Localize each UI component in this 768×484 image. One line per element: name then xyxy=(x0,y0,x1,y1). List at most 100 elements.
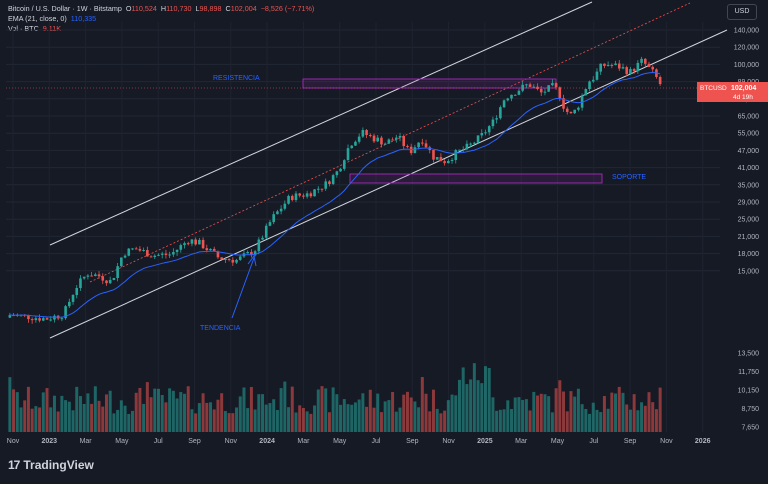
volume-bar xyxy=(495,410,499,432)
candle-body xyxy=(588,81,591,90)
volume-bar xyxy=(469,379,473,432)
volume-bar xyxy=(52,395,56,432)
volume-bar xyxy=(614,393,618,432)
candle-body xyxy=(94,274,97,277)
candle-body xyxy=(513,94,517,96)
legend-ema-row[interactable]: EMA (21, close, 0) 110,335 xyxy=(8,14,314,24)
candle-body xyxy=(272,214,275,223)
candle-body xyxy=(539,88,543,93)
volume-bar xyxy=(268,403,272,432)
y-tick-label: 18,000 xyxy=(738,251,760,258)
candle-body xyxy=(283,203,287,209)
candle-body xyxy=(86,275,90,277)
volume-bar xyxy=(26,386,30,432)
tradingview-logo[interactable]: 17 TradingView xyxy=(8,458,94,472)
candle-body xyxy=(629,69,632,74)
volume-bar xyxy=(409,397,413,432)
x-tick-label: Jul xyxy=(372,438,381,445)
x-tick-label: Sep xyxy=(188,438,201,445)
candle-body xyxy=(461,149,465,151)
candle-body xyxy=(647,63,651,67)
volume-bar xyxy=(487,367,491,432)
volume-bar xyxy=(346,404,350,432)
volume-bar xyxy=(398,407,402,432)
volume-bar xyxy=(235,407,239,432)
candle-body xyxy=(302,195,305,197)
candle-body xyxy=(510,94,513,99)
volume-bar xyxy=(536,395,540,432)
candle-body xyxy=(235,259,238,263)
volume-bar xyxy=(621,392,625,432)
legend-volume-row[interactable]: Vol · BTC 9.11K xyxy=(8,24,314,34)
candle-body xyxy=(287,195,290,204)
candle-body xyxy=(316,188,320,190)
volume-bar xyxy=(550,412,554,432)
volume-bar xyxy=(658,387,662,432)
legend-symbol[interactable]: Bitcoin / U.S. Dollar · 1W · Bitstamp xyxy=(8,4,122,13)
volume-bar xyxy=(190,409,194,432)
volume-bar xyxy=(160,395,164,432)
trend-arrow-head xyxy=(247,254,257,267)
candle-body xyxy=(179,245,183,250)
volume-bar xyxy=(524,399,528,432)
volume-bar xyxy=(472,363,476,432)
volume-bar xyxy=(201,393,205,432)
volume-bar xyxy=(112,413,116,432)
candle-body xyxy=(469,143,472,145)
volume-bar xyxy=(424,393,428,432)
volume-bar xyxy=(457,379,461,432)
volume-bar xyxy=(461,367,465,432)
candle-body xyxy=(573,109,576,114)
candle-body xyxy=(406,146,409,148)
volume-bar xyxy=(30,408,34,432)
trend-label: TENDENCIA xyxy=(200,325,241,332)
volume-bar xyxy=(209,402,213,432)
volume-bar xyxy=(41,392,45,432)
candle-body xyxy=(350,145,354,149)
volume-tick-label: 10,150 xyxy=(738,388,760,395)
candle-body xyxy=(138,248,142,251)
volume-tick-label: 13,500 xyxy=(738,351,760,358)
x-tick-label: Mar xyxy=(80,438,93,445)
volume-bar xyxy=(513,397,517,432)
candle-body xyxy=(517,90,521,95)
candle-body xyxy=(194,239,197,245)
x-tick-label: Nov xyxy=(442,438,455,445)
volume-bar xyxy=(19,407,23,432)
volume-tick-label: 8,750 xyxy=(741,406,759,413)
legend-close: 102,004 xyxy=(230,4,257,13)
candle-body xyxy=(90,275,93,277)
volume-bar xyxy=(238,396,242,432)
candle-body xyxy=(108,279,112,284)
candle-body xyxy=(335,171,339,176)
legend-open: 110,524 xyxy=(131,4,157,13)
currency-button[interactable]: USD xyxy=(727,4,757,20)
volume-bar xyxy=(287,407,291,432)
x-tick-label: Sep xyxy=(624,438,637,445)
candle-body xyxy=(238,256,242,260)
volume-bar xyxy=(562,391,566,432)
legend-close-label: C xyxy=(225,4,231,13)
volume-bar xyxy=(34,406,38,432)
x-tick-label: Sep xyxy=(406,438,419,445)
candle-body xyxy=(97,274,101,277)
volume-bar xyxy=(580,404,584,432)
candle-body xyxy=(160,253,164,255)
volume-bar xyxy=(186,386,190,432)
candle-body xyxy=(112,277,116,280)
x-tick-label: May xyxy=(115,438,129,445)
candle-body xyxy=(658,76,662,85)
volume-bar xyxy=(610,392,614,432)
tradingview-mark-icon: 17 xyxy=(8,458,20,472)
candle-body xyxy=(495,118,498,120)
volume-bar xyxy=(8,377,12,432)
candle-body xyxy=(369,135,372,137)
legend-vol-label: Vol · BTC xyxy=(8,24,39,33)
candle-body xyxy=(636,62,640,72)
volume-bar xyxy=(391,391,395,432)
volume-bar xyxy=(56,411,60,432)
candle-body xyxy=(580,95,584,108)
x-tick-label: May xyxy=(333,438,347,445)
volume-bar xyxy=(435,408,439,432)
